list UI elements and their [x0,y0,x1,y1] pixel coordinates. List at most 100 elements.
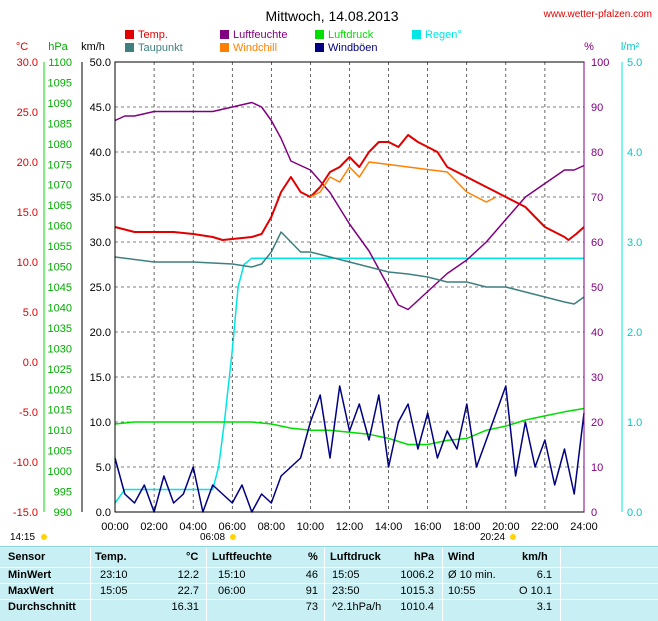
pressure-tick-label: 1055 [48,241,72,253]
temp-tick-label: 30.0 [17,57,38,69]
rain-tick-label: 1.0 [627,417,642,429]
pressure-tick-label: 1100 [48,57,72,69]
col-separator [90,547,91,621]
temp-axis-unit: °C [16,41,28,53]
header-wind-unit: km/h [522,551,548,563]
pressure-tick-label: 1010 [48,425,72,437]
series-line-luftfeuchte [114,101,585,311]
wind-tick-label: 5.0 [96,462,111,474]
wind-tick-label: 40.0 [90,147,111,159]
x-tick-label: 06:00 [218,521,246,533]
table-cell-wind-val: 6.1 [536,569,552,581]
x-tick-label: 24:00 [570,521,598,533]
table-cell-label: MinWert [8,569,52,581]
header-temp-unit: °C [186,551,199,563]
series-line-regen [114,257,584,504]
series-line-taupunkt [114,231,585,305]
legend-label: Regen° [425,29,462,41]
table-cell-hum-time: 06:00 [218,585,246,597]
wind-tick-label: 20.0 [90,327,111,339]
col-separator [206,547,207,621]
table-cell-temp-val: 16.31 [171,601,199,613]
legend-label: Luftdruck [328,29,374,41]
pressure-tick-label: 1075 [48,159,72,171]
pressure-tick-label: 1070 [48,180,72,192]
wind-tick-label: 50.0 [90,57,111,69]
rain-tick-label: 4.0 [627,147,642,159]
table-cell-hum-val: 91 [305,585,318,597]
x-tick-label: 22:00 [531,521,559,533]
pressure-tick-label: 1080 [48,139,72,151]
table-row: MinWert 23:10 12.2 15:10 46 15:05 1006.2 Ø 10 m… [0,569,658,586]
temp-tick-label: -15.0 [13,507,38,519]
temp-tick-label: 20.0 [17,157,38,169]
header-press-unit: hPa [414,551,435,563]
website-link[interactable]: www.wetter-pfalzen.com [543,9,652,20]
wind-axis-unit: km/h [81,41,105,53]
x-tick-label: 02:00 [140,521,168,533]
x-tick-label: 12:00 [336,521,364,533]
humidity-tick-label: 10 [591,462,603,474]
series-line-luftdruck [114,407,585,446]
legend-label: Taupunkt [138,42,183,54]
table-cell-temp-val: 12.2 [177,569,199,581]
humidity-tick-label: 100 [591,57,609,69]
table-row: Durchschnitt 16.31 73 ^2.1hPa/h 1010.4 3.1 [0,601,658,618]
temp-tick-label: 10.0 [17,257,38,269]
legend-swatch [315,43,324,52]
wind-tick-label: 25.0 [90,282,111,294]
temp-tick-label: -10.0 [13,457,38,469]
table-cell-label: MaxWert [8,585,54,597]
sunrise-marker [230,534,236,540]
wind-tick-label: 30.0 [90,237,111,249]
rain-tick-label: 0.0 [627,507,642,519]
table-cell-temp-time: 15:05 [100,585,128,597]
legend-label: Luftfeuchte [233,29,287,41]
pressure-tick-label: 1025 [48,364,72,376]
row-separator [0,567,658,568]
temp-tick-label: 15.0 [17,207,38,219]
humidity-tick-label: 80 [591,147,603,159]
humidity-tick-label: 60 [591,237,603,249]
legend-swatch [315,30,324,39]
legend: Temp. Luftfeuchte Luftdruck Regen° Taupunkt W… [125,29,462,54]
x-tick-label: 14:00 [375,521,403,533]
legend-label: Windchill [233,42,277,54]
pressure-tick-label: 1000 [48,466,72,478]
rain-tick-label: 5.0 [627,57,642,69]
humidity-axis-unit: % [584,41,594,53]
sunset-time: 20:24 [480,532,505,543]
header-temp: Temp. [95,551,127,563]
legend-swatch [125,43,134,52]
table-cell-label: Durchschnitt [8,601,76,613]
humidity-tick-label: 70 [591,192,603,204]
legend-swatch [125,30,134,39]
humidity-tick-label: 30 [591,372,603,384]
table-row: MaxWert 15:05 22.7 06:00 91 23:50 1015.3 10:55 O… [0,585,658,602]
temp-tick-label: 0.0 [23,357,38,369]
humidity-tick-label: 90 [591,102,603,114]
pressure-tick-label: 990 [54,507,72,519]
legend-swatch [412,30,421,39]
chart-title: Mittwoch, 14.08.2013 [265,8,398,24]
pressure-tick-label: 995 [54,487,72,499]
sunrise-time: 06:08 [200,532,225,543]
table-cell-hum-val: 46 [305,569,318,581]
wind-tick-label: 0.0 [96,507,111,519]
moonrise-time: 14:15 [10,532,35,543]
legend-label: Temp. [138,29,168,41]
col-separator [324,547,325,621]
pressure-tick-label: 1040 [48,302,72,314]
temp-tick-label: 25.0 [17,107,38,119]
wind-tick-label: 35.0 [90,192,111,204]
temp-tick-label: -5.0 [19,407,38,419]
header-sensor: Sensor [8,551,46,563]
series-line-temp [114,134,585,241]
moonrise-marker [41,534,47,540]
sunset-marker [510,534,516,540]
legend-swatch [220,43,229,52]
table-cell-wind-val: O 10.1 [518,585,552,597]
pressure-tick-label: 1050 [48,262,72,274]
humidity-tick-label: 20 [591,417,603,429]
row-separator [0,583,658,584]
